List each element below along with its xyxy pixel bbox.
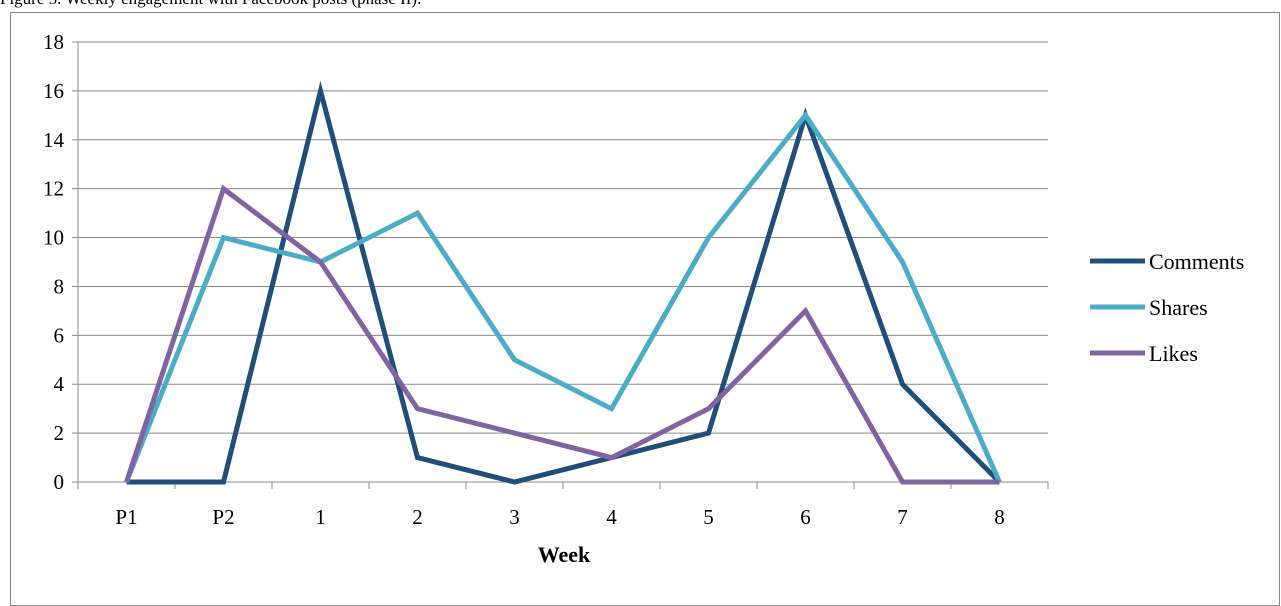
- legend: Comments Shares Likes: [1090, 249, 1244, 366]
- y-tick-label: 14: [43, 128, 65, 152]
- x-tick-label: P2: [212, 505, 234, 529]
- axes: [77, 42, 1049, 489]
- y-tick-label: 0: [54, 470, 65, 494]
- x-tick-label: 7: [897, 505, 908, 529]
- series-line-shares: [124, 111, 1002, 484]
- y-tick-label: 10: [43, 226, 64, 250]
- x-tick-label: 1: [315, 505, 326, 529]
- series-line-comments: [126, 80, 1002, 485]
- y-tick-label: 18: [43, 30, 64, 54]
- y-tick-label: 8: [54, 274, 65, 298]
- x-tick-label: 5: [703, 505, 714, 529]
- x-tick-label: 4: [606, 505, 617, 529]
- figure-caption: Figure 5. Weekly engagement with Faceboo…: [0, 0, 1281, 9]
- y-tick-label: 16: [43, 79, 64, 103]
- y-tick-label: 4: [54, 372, 65, 396]
- y-tick-label: 12: [43, 177, 64, 201]
- series-lines: [124, 80, 1002, 485]
- x-axis-title: Week: [538, 542, 591, 567]
- x-tick-label: P1: [115, 505, 137, 529]
- legend-label-comments: Comments: [1149, 249, 1244, 274]
- y-tick-labels: 0 2 4 6 8 10 12 14 16 18: [43, 30, 65, 494]
- x-tick-label: 6: [800, 505, 811, 529]
- y-tick-label: 2: [54, 421, 65, 445]
- x-tick-label: 8: [994, 505, 1005, 529]
- x-tick-label: 2: [412, 505, 423, 529]
- legend-label-likes: Likes: [1149, 341, 1198, 366]
- x-tick-label: 3: [509, 505, 520, 529]
- series-line-likes: [124, 184, 1000, 485]
- legend-label-shares: Shares: [1149, 295, 1208, 320]
- y-tick-label: 6: [54, 323, 65, 347]
- x-tick-labels: P1 P2 1 2 3 4 5 6 7 8: [115, 505, 1004, 529]
